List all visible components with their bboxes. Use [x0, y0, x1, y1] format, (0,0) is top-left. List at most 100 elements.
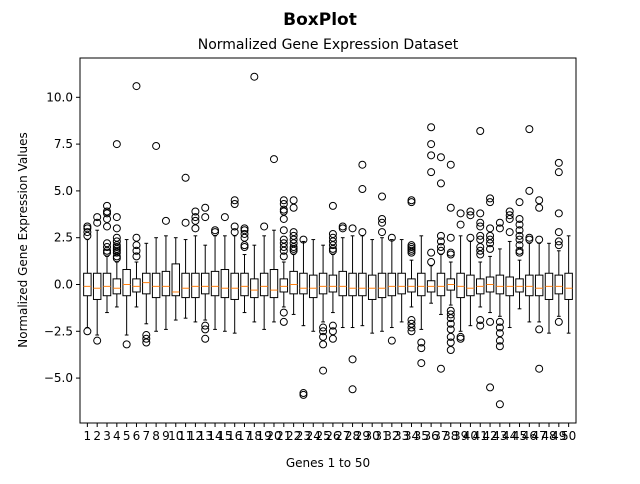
outlier-point [515, 198, 524, 207]
outlier-point [211, 228, 220, 237]
x-tick-label: 42 [482, 429, 497, 443]
outlier-point [132, 82, 141, 91]
box-iqr [495, 274, 505, 295]
outlier-point [436, 246, 445, 255]
outlier-point [279, 246, 288, 255]
outlier-point [299, 235, 308, 244]
outlier-point [279, 308, 288, 317]
box-iqr [564, 272, 573, 300]
outlier-point [112, 224, 121, 233]
outlier-point [495, 317, 504, 326]
outlier-point [103, 248, 112, 257]
outlier-point [427, 258, 436, 267]
outlier-point [427, 123, 436, 132]
outlier-point [554, 317, 563, 326]
box-iqr [318, 272, 328, 295]
outlier-point [230, 228, 239, 237]
outlier-point [417, 338, 426, 347]
x-tick-label: 48 [541, 429, 556, 443]
outlier-point [535, 235, 544, 244]
box-gene-41 [476, 127, 485, 330]
outlier-point [103, 209, 112, 218]
x-tick-label: 40 [463, 429, 478, 443]
box-gene-18 [250, 72, 259, 323]
box-gene-4 [112, 140, 122, 308]
outlier-point [446, 203, 455, 212]
x-tick-label: 36 [423, 429, 438, 443]
box-gene-11 [181, 173, 190, 319]
outlier-point [446, 314, 455, 323]
outlier-point [328, 201, 337, 210]
outlier-point [142, 338, 151, 347]
outlier-point [378, 228, 387, 237]
outlier-point [348, 355, 357, 364]
x-tick-label: 3 [103, 429, 111, 443]
outlier-point [495, 342, 504, 351]
outlier-point [427, 168, 436, 177]
outlier-point [466, 211, 475, 220]
box-iqr [200, 272, 210, 295]
box-iqr [210, 270, 220, 297]
outlier-point [378, 214, 387, 223]
outlier-point [201, 325, 210, 334]
outlier-point [407, 323, 416, 332]
outlier-point [436, 243, 445, 252]
x-tick-label: 46 [522, 429, 537, 443]
outlier-point [112, 140, 121, 149]
outlier-point [495, 400, 504, 409]
box-gene-8 [151, 141, 161, 332]
outlier-point [495, 218, 504, 227]
plot-frame [79, 57, 577, 424]
y-tick-label: −2.5 [44, 324, 73, 338]
outlier-point [338, 224, 347, 233]
outlier-point [279, 243, 288, 252]
box-gene-24 [309, 239, 318, 332]
outlier-point [476, 209, 485, 218]
box-iqr [466, 274, 475, 297]
outlier-point [456, 220, 465, 229]
outlier-point [279, 196, 288, 205]
outlier-point [525, 186, 534, 195]
outlier-point [201, 203, 210, 212]
x-tick-label: 41 [473, 429, 488, 443]
outlier-point [407, 198, 416, 207]
outlier-point [476, 246, 485, 255]
box-gene-35 [417, 235, 426, 368]
x-tick-label: 35 [414, 429, 429, 443]
outlier-point [132, 246, 141, 255]
x-tick-label: 45 [512, 429, 527, 443]
x-tick-label: 43 [492, 429, 507, 443]
outlier-point [299, 390, 308, 399]
outlier-point [505, 214, 514, 223]
outlier-point [436, 237, 445, 246]
x-tick-label: 18 [247, 429, 262, 443]
outlier-point [132, 252, 141, 261]
outlier-point [240, 243, 249, 252]
plot-marks [83, 72, 573, 409]
x-axis-label: Genes 1 to 50 [286, 456, 370, 470]
box-iqr [367, 274, 377, 300]
outlier-point [319, 366, 328, 375]
x-tick-label: 13 [198, 429, 213, 443]
outlier-point [486, 194, 495, 203]
x-tick-label: 49 [551, 429, 566, 443]
outlier-point [387, 233, 396, 242]
outlier-point [515, 220, 524, 229]
outlier-point [83, 327, 92, 336]
x-tick-label: 9 [162, 429, 170, 443]
box-gene-2 [92, 213, 102, 345]
outlier-point [93, 336, 102, 345]
outlier-point [161, 216, 170, 225]
box-gene-13 [200, 203, 210, 343]
x-tick-label: 21 [276, 429, 291, 443]
outlier-point [446, 346, 455, 354]
x-tick-label: 1 [84, 429, 92, 443]
outlier-point [328, 241, 337, 250]
outlier-point [358, 228, 367, 237]
outlier-point [446, 332, 455, 341]
outlier-point [554, 241, 563, 250]
box-gene-25 [318, 244, 328, 375]
box-gene-39 [456, 209, 465, 343]
